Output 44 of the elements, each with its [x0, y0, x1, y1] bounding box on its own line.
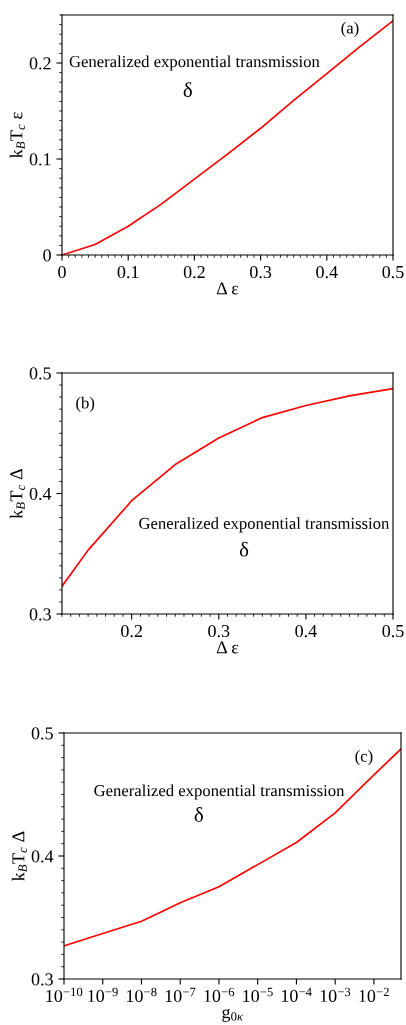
- y-tick-label: 0.4: [29, 487, 52, 501]
- y-tick-label: 0.3: [29, 608, 51, 621]
- x-tick-label: 10$^{−8}$: [127, 987, 157, 1003]
- annotation: δ: [239, 541, 249, 557]
- y-tick-label: 0.5: [31, 727, 53, 740]
- x-tick-label: 10$^{−3}$: [320, 987, 351, 1003]
- x-axis-title: Δ ε: [216, 282, 239, 295]
- x-axis-title: Δ ε: [216, 641, 239, 654]
- x-tick-label: 0.4: [295, 624, 317, 638]
- x-tick-label: 0.5: [382, 624, 404, 638]
- y-tick-label: 0: [43, 249, 51, 262]
- y-tick-label: 0.1: [29, 153, 51, 166]
- x-tick-label: 0.3: [208, 624, 230, 638]
- y-tick-label: 0.4: [31, 850, 54, 863]
- x-tick-label: 10$^{−7}$: [165, 987, 196, 1003]
- annotation: Generalized exponential transmission: [139, 517, 390, 533]
- x-tick-label: 10$^{−9}$: [88, 987, 118, 1003]
- x-tick-label: 10$^{−2}$: [359, 987, 389, 1003]
- y-tick-label: 0.3: [31, 973, 53, 986]
- x-tick-label: 10$^{−10}$: [46, 987, 83, 1003]
- x-axis-title: g$_{0κ}$: [222, 1008, 244, 1022]
- x-tick-label: 0.4: [316, 265, 338, 279]
- x-tick-label: 0.3: [250, 265, 272, 279]
- annotation: δ: [183, 82, 192, 98]
- x-tick-label: 0: [58, 265, 66, 279]
- y-tick-label: 0.2: [29, 57, 51, 70]
- annotation: Generalized exponential transmission: [94, 784, 345, 800]
- x-tick-label: 0.2: [121, 624, 142, 638]
- x-tick-label: 10$^{−5}$: [243, 987, 273, 1003]
- x-tick-label: 0.1: [117, 265, 139, 279]
- x-tick-label: 0.2: [183, 265, 205, 279]
- y-axis-title: k$_{B}$T$_{c}$ ε: [9, 112, 25, 159]
- annotation: (a): [341, 21, 359, 37]
- y-axis-title: k$_{B}$T$_{c}$ Δ: [9, 468, 25, 519]
- x-tick-label: 0.5: [382, 265, 404, 279]
- x-tick-label: 10$^{−6}$: [204, 987, 235, 1003]
- x-tick-label: 10$^{−4}$: [281, 987, 312, 1002]
- y-axis-title: k$_{B}$T$_{c}$ Δ: [11, 831, 27, 882]
- annotation: Generalized exponential transmission: [69, 55, 320, 71]
- annotation: (b): [76, 396, 95, 412]
- y-tick-label: 0.5: [29, 367, 51, 380]
- line-series: [62, 387, 393, 588]
- annotation: δ: [194, 807, 203, 822]
- annotation: (c): [355, 750, 373, 766]
